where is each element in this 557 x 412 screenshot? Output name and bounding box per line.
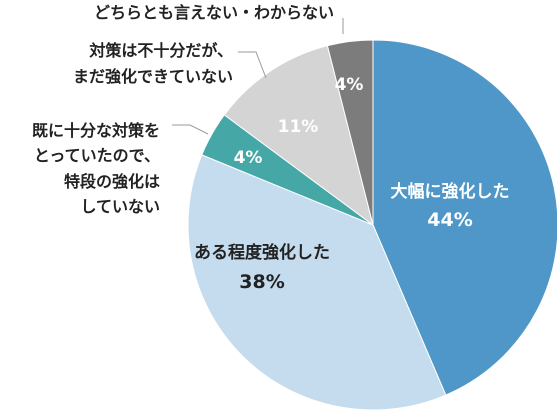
external-label-undecided: どちらとも言えない・わからない <box>94 3 334 22</box>
external-label-already-sufficient: 既に十分な対策を とっていたので、 特段の強化は していない <box>32 121 160 216</box>
slice-value-somewhat-strengthened: 38% <box>239 271 284 293</box>
slice-value-insufficient: 11% <box>278 117 319 137</box>
external-label-line: 特段の強化は <box>64 172 160 191</box>
external-label-line: まだ強化できていない <box>73 67 233 86</box>
leader-line-insufficient <box>238 51 267 79</box>
external-label-insufficient: 対策は不十分だが、 まだ強化できていない <box>73 41 233 86</box>
pie-slice-insufficient <box>223 45 374 227</box>
external-label-line: とっていたので、 <box>34 146 160 165</box>
slice-value-undecided: 4% <box>335 75 364 95</box>
pie-slice-somewhat-strengthened <box>187 154 447 411</box>
slice-value-substantially-strengthened: 44% <box>427 209 472 231</box>
external-label-line: 対策は不十分だが、 <box>88 41 233 60</box>
pie-slice-substantially-strengthened <box>372 39 557 396</box>
slice-label-substantially-strengthened: 大幅に強化した <box>391 181 510 202</box>
pie-slice-undecided <box>326 39 374 226</box>
pie-slices <box>187 39 557 411</box>
slice-label-somewhat-strengthened: ある程度強化した <box>194 242 330 263</box>
external-label-line: していない <box>80 197 160 216</box>
leader-line-already-sufficient <box>172 124 209 135</box>
slice-value-already-sufficient: 4% <box>234 148 263 168</box>
external-label-line: どちらとも言えない・わからない <box>94 3 334 22</box>
leader-lines <box>172 18 344 135</box>
external-label-line: 既に十分な対策を <box>32 121 160 140</box>
